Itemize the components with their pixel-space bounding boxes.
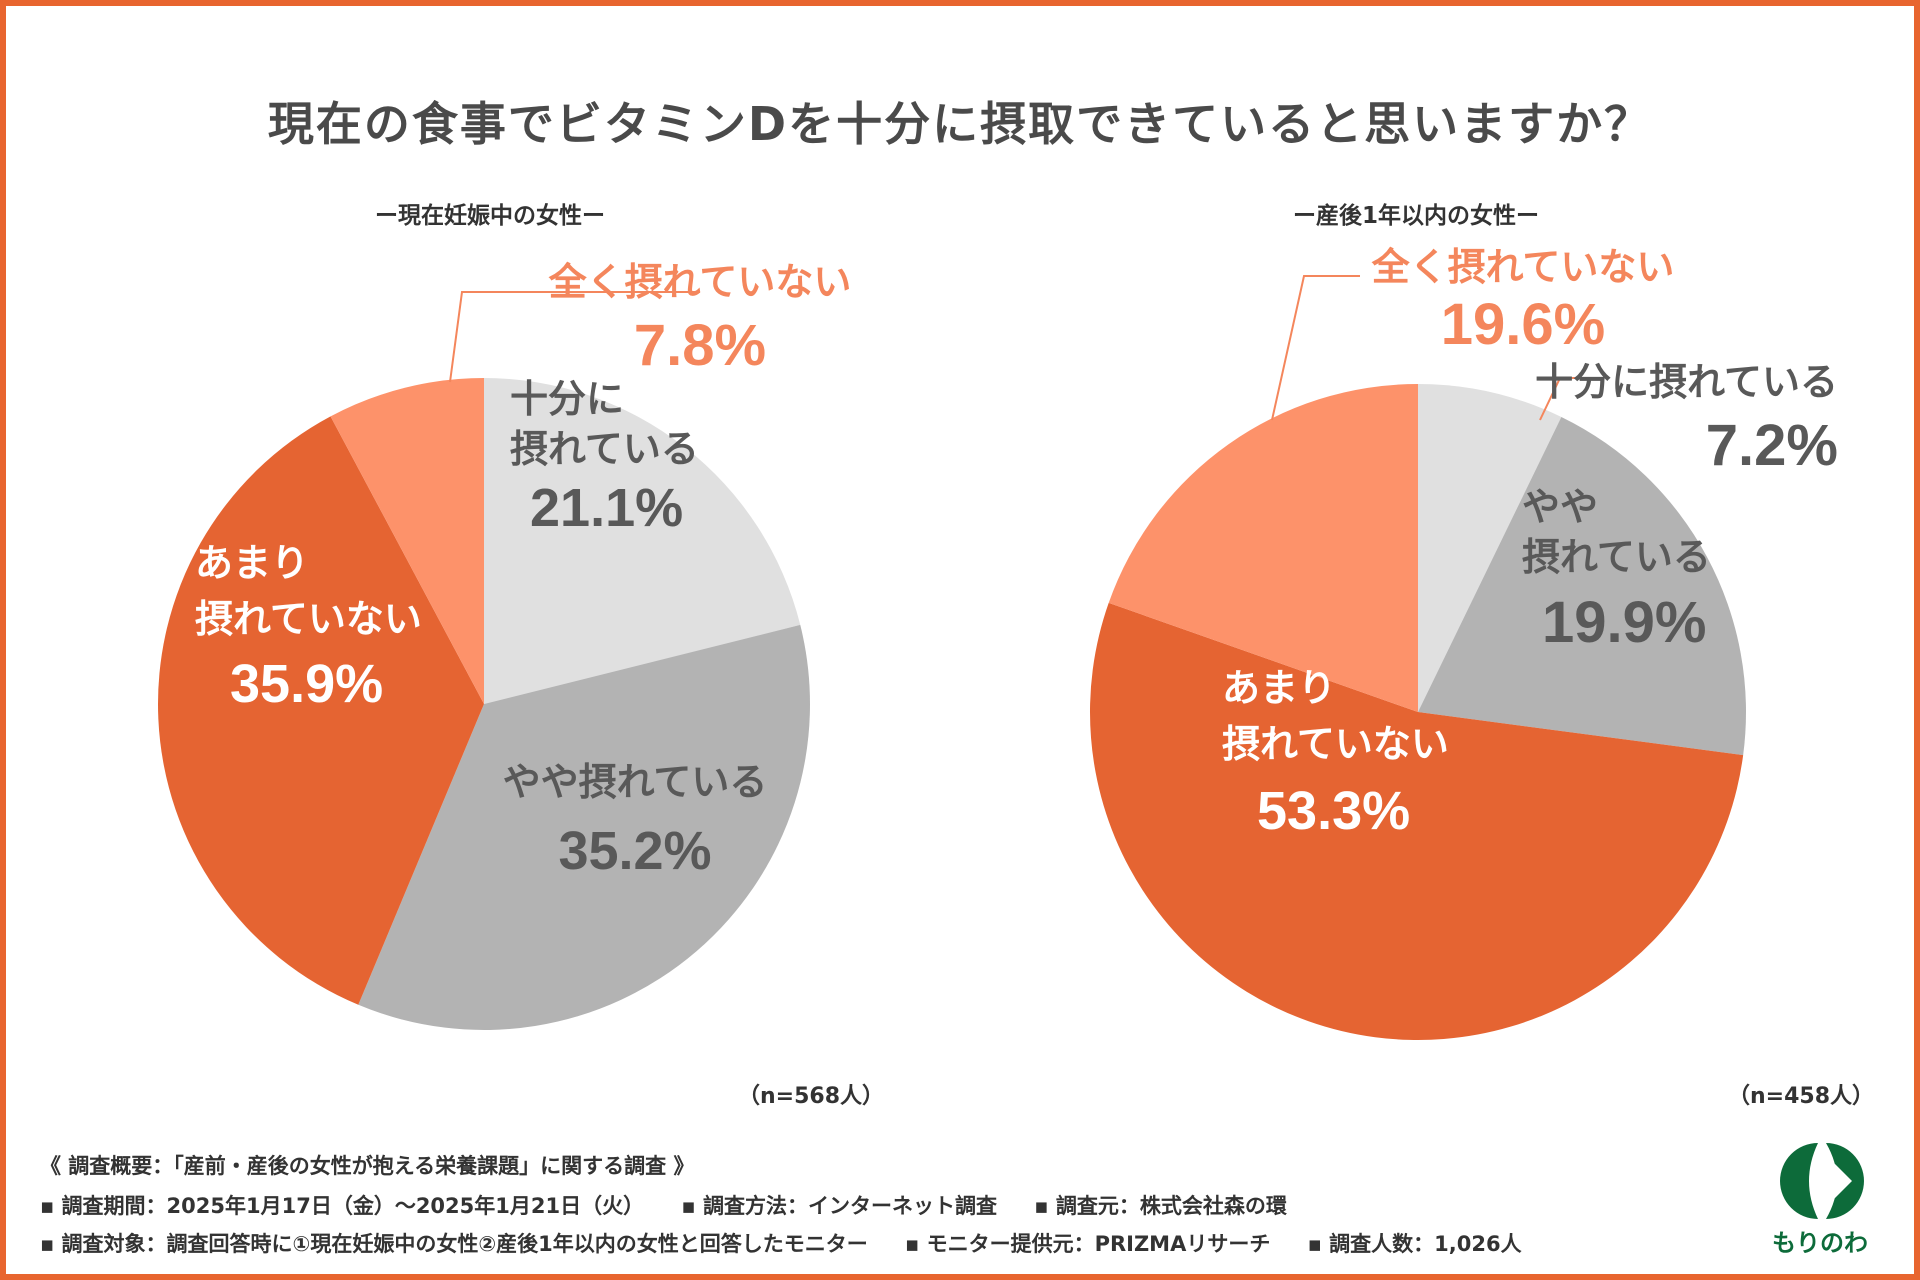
chart-title: 現在の食事でビタミンDを十分に摂取できていると思いますか？: [267, 97, 1653, 151]
footer-period: ▪ 調査期間：2025年1月17日（金）～2025年1月21日（火）: [40, 1194, 645, 1218]
slice-label-sufficient: 十分に摂れている: [1535, 360, 1838, 404]
logo-text: もりのわ: [1772, 1229, 1868, 1257]
slice-value-none: 7.8%: [634, 313, 766, 378]
footer-target: ▪ 調査対象：調査回答時に①現在妊娠中の女性②産後1年以内の女性と回答したモニタ…: [40, 1232, 868, 1256]
pie-slice-somewhat: [358, 624, 810, 1030]
pie-left-sample-size: （n=568人）: [738, 1084, 885, 1109]
slice-label-insufficient: 摂れていない: [1222, 722, 1449, 766]
slice-value-none: 19.6%: [1441, 292, 1605, 357]
pie-left-subtitle: ー現在妊娠中の女性ー: [375, 203, 605, 229]
pie-slice-none: [1108, 383, 1418, 712]
pie-slice-insufficient: [157, 416, 485, 1005]
leader-line-sufficient: [1539, 377, 1600, 421]
slice-label-somewhat: 摂れている: [1522, 535, 1711, 579]
pie-slice-sufficient: [1418, 384, 1562, 712]
slice-value-somewhat: 19.9%: [1542, 590, 1706, 655]
slice-label-none: 全く摂れていない: [548, 260, 852, 304]
footer-line-2: ▪ 調査期間：2025年1月17日（金）～2025年1月21日（火） ▪ 調査方…: [40, 1190, 1287, 1220]
slice-value-sufficient: 7.2%: [1706, 413, 1838, 478]
slice-value-sufficient: 21.1%: [530, 478, 683, 538]
slice-label-insufficient: あまり: [195, 541, 309, 585]
slice-value-insufficient: 35.9%: [230, 654, 383, 714]
moriniwa-logo: もりのわ: [1760, 1135, 1880, 1265]
slice-value-somewhat: 35.2%: [558, 821, 711, 881]
footer-overview: 《 調査概要：「産前・産後の女性が抱える栄養課題」に関する調査 》: [40, 1154, 695, 1178]
pie-right-sample-size: （n=458人）: [1728, 1084, 1875, 1109]
leader-line-none: [449, 291, 700, 383]
slice-label-sufficient: 摂れている: [510, 427, 699, 471]
footer-organizer: ▪ 調査元：株式会社森の環: [1034, 1194, 1287, 1218]
slice-label-none: 全く摂れていない: [1371, 245, 1675, 289]
slice-label-insufficient: あまり: [1222, 666, 1336, 710]
pie-slice-sufficient: [484, 378, 801, 704]
footer-method: ▪ 調査方法：インターネット調査: [681, 1194, 997, 1218]
footer-count: ▪ 調査人数：1,026人: [1307, 1232, 1522, 1256]
pie-slice-somewhat: [1418, 417, 1746, 756]
leaf-logo-icon: [1780, 1143, 1864, 1219]
pie-right-subtitle: ー産後1年以内の女性ー: [1292, 203, 1539, 229]
slice-label-insufficient: 摂れていない: [195, 597, 422, 641]
footer-line-3: ▪ 調査対象：調査回答時に①現在妊娠中の女性②産後1年以内の女性と回答したモニタ…: [40, 1228, 1522, 1258]
pie-slice-none: [330, 378, 484, 704]
slice-value-insufficient: 53.3%: [1257, 781, 1410, 841]
pie-slice-insufficient: [1089, 602, 1744, 1041]
leader-line-none: [1271, 275, 1360, 421]
slice-label-sufficient: 十分に: [510, 377, 624, 421]
slice-label-somewhat: やや摂れている: [503, 760, 768, 804]
footer-provider: ▪ モニター提供元：PRIZMAリサーチ: [905, 1232, 1271, 1256]
slice-label-somewhat: やや: [1522, 485, 1598, 529]
